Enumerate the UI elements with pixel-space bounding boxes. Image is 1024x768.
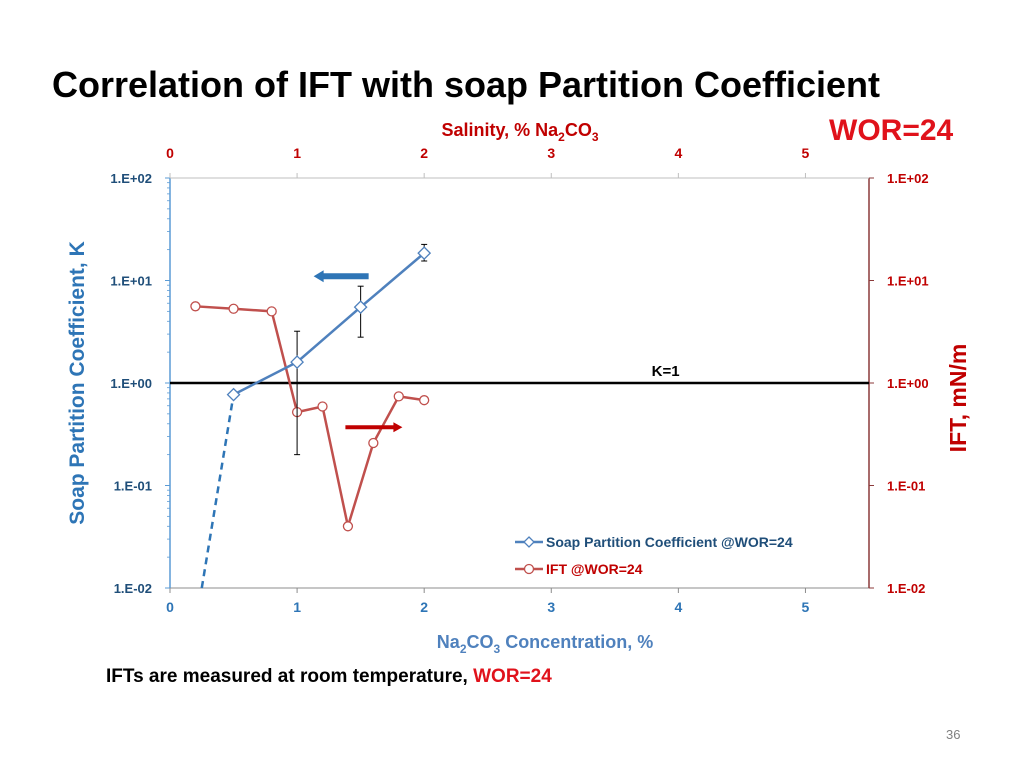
ift-point [419, 395, 430, 406]
footnote: IFTs are measured at room temperature, W… [106, 666, 552, 688]
y-left-tick-label: 1.E+00 [110, 376, 152, 391]
legend-ift-marker [523, 563, 535, 575]
x2-tick-label: 4 [674, 145, 682, 161]
ift-point [266, 306, 277, 317]
x2-title-sub-2: 3 [592, 130, 599, 144]
footnote-text: IFTs are measured at room temperature, [106, 666, 474, 687]
ift-point [317, 401, 328, 412]
y-left-axis-title: Soap Partition Coefficient, K [66, 241, 89, 525]
k-point [226, 387, 241, 402]
x-tick-label: 5 [802, 599, 810, 615]
x2-title-sub-1: 2 [558, 130, 565, 144]
x-tick-label: 0 [166, 599, 174, 615]
y-right-tick-label: 1.E-01 [887, 479, 925, 494]
x-tick-label: 2 [420, 599, 428, 615]
x2-tick-labels: 0 1 2 3 4 5 [166, 145, 809, 161]
x2-tick-label: 0 [166, 145, 174, 161]
y-right-axis-title: IFT, mN/m [945, 344, 971, 453]
ift-point [342, 521, 354, 532]
x2-axis-title: Salinity, % Na2CO3 [441, 120, 598, 144]
y-left-tick-label: 1.E+02 [110, 171, 152, 186]
y-right-tick-label: 1.E-02 [887, 581, 925, 596]
x-tick-labels: 0 1 2 3 4 5 [166, 599, 809, 615]
legend-k-label: Soap Partition Coefficient @WOR=24 [546, 534, 793, 550]
direction-arrows [313, 270, 403, 433]
ift-point [228, 303, 239, 314]
x2-tick-label: 3 [547, 145, 555, 161]
k-point [290, 355, 305, 369]
x2-title-part-1: Salinity, % Na [441, 120, 559, 140]
y-left-tick-label: 1.E-02 [114, 581, 152, 596]
y-right-tick-label: 1.E+00 [887, 376, 929, 391]
x-tick-label: 3 [547, 599, 555, 615]
x-title-sub-2: 3 [494, 642, 501, 656]
ift-point [368, 437, 379, 449]
x-title-part-1: Na [437, 632, 461, 652]
ift-series [190, 301, 430, 532]
k-point [417, 246, 432, 261]
axis-ticks [165, 173, 874, 593]
k-equals-1-label: K=1 [652, 363, 680, 380]
legend: Soap Partition Coefficient @WOR=24 IFT @… [515, 534, 793, 577]
x-tick-label: 1 [293, 599, 301, 615]
y-right-tick-label: 1.E+02 [887, 171, 929, 186]
x-title-part-3: Concentration, % [500, 632, 653, 652]
y-right-tick-labels: 1.E-02 1.E-01 1.E+00 1.E+01 1.E+02 [887, 171, 929, 596]
ift-point [393, 391, 404, 402]
x-axis-title: Na2CO3 Concentration, % [437, 632, 653, 656]
x-tick-label: 4 [674, 599, 682, 615]
slide-title: Correlation of IFT with soap Partition C… [52, 64, 881, 105]
k-series [226, 243, 432, 456]
k-extrapolation-dashed-line [200, 394, 235, 589]
x-title-sub-1: 2 [460, 642, 467, 656]
page-number: 36 [946, 727, 961, 742]
x-title-part-2: CO [467, 632, 494, 652]
x2-tick-label: 1 [293, 145, 301, 161]
k-line [232, 252, 425, 396]
ift-point [190, 301, 201, 312]
y-right-tick-label: 1.E+01 [887, 274, 929, 289]
x2-tick-label: 2 [420, 145, 428, 161]
y-left-tick-labels: 1.E-02 1.E-01 1.E+00 1.E+01 1.E+02 [110, 171, 152, 596]
y-left-tick-label: 1.E-01 [114, 479, 152, 494]
x2-tick-label: 5 [802, 145, 810, 161]
wor-badge: WOR=24 [829, 114, 954, 147]
x2-title-part-2: CO [565, 120, 592, 140]
legend-k-marker [523, 536, 535, 548]
k-point [353, 300, 368, 315]
footnote-highlight: WOR=24 [473, 666, 552, 687]
right-arrow-head [393, 422, 403, 433]
legend-ift-label: IFT @WOR=24 [546, 561, 643, 577]
y-left-tick-label: 1.E+01 [110, 274, 152, 289]
left-arrow-head [313, 270, 324, 283]
